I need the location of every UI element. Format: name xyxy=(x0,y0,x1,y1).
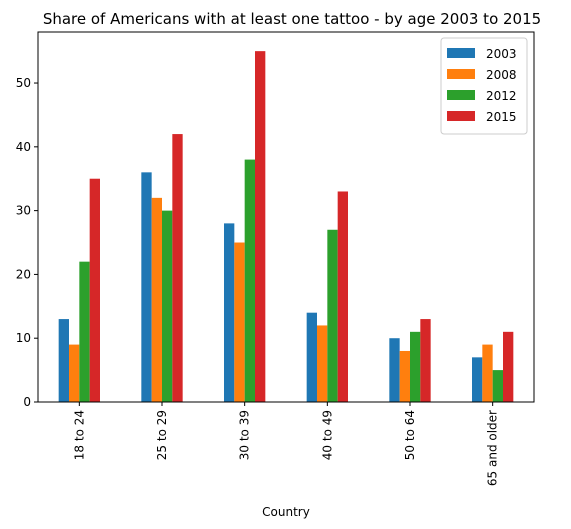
x-tick-label-4: 50 to 64 xyxy=(403,410,417,460)
y-tick-label-1: 10 xyxy=(16,331,31,345)
y-tick-label-2: 20 xyxy=(16,267,31,281)
bar-2003-2 xyxy=(224,223,235,402)
x-axis: 18 to 24 25 to 29 30 to 39 40 to 49 50 to 64… xyxy=(72,402,500,486)
legend-swatch-2003 xyxy=(447,48,475,58)
bars-group xyxy=(58,51,514,402)
legend-label-2015: 2015 xyxy=(486,110,517,124)
bar-2012-0 xyxy=(79,261,90,402)
legend: 2003 2008 2012 2015 xyxy=(440,37,528,135)
legend-swatch-2008 xyxy=(447,69,475,79)
bar-2012-3 xyxy=(327,229,338,402)
x-axis-label: Country xyxy=(262,505,310,519)
bar-2015-3 xyxy=(337,191,348,402)
bar-2008-5 xyxy=(482,344,493,402)
bar-2015-4 xyxy=(420,319,431,402)
x-tick-label-1: 25 to 29 xyxy=(155,410,169,460)
bar-2015-5 xyxy=(503,331,514,402)
bar-2015-0 xyxy=(89,178,100,402)
bar-2003-0 xyxy=(58,319,69,402)
bar-2008-3 xyxy=(317,325,328,402)
bar-2008-0 xyxy=(69,344,80,402)
chart-title: Share of Americans with at least one tat… xyxy=(43,10,541,28)
x-tick-label-0: 18 to 24 xyxy=(72,410,86,460)
y-tick-label-5: 50 xyxy=(16,76,31,90)
legend-label-2012: 2012 xyxy=(486,89,517,103)
x-tick-label-5: 65 and older xyxy=(486,410,500,486)
bar-2003-1 xyxy=(141,172,152,402)
plot-frame xyxy=(37,31,535,403)
bar-2015-1 xyxy=(172,134,183,402)
bar-2008-1 xyxy=(151,197,162,402)
legend-label-2008: 2008 xyxy=(486,68,517,82)
y-tick-label-0: 0 xyxy=(23,395,31,409)
bar-2015-2 xyxy=(255,51,266,402)
bar-2003-3 xyxy=(306,312,317,402)
x-tick-label-3: 40 to 49 xyxy=(320,410,334,460)
legend-box xyxy=(440,37,528,135)
legend-swatch-2012 xyxy=(447,90,475,100)
x-tick-label-2: 30 to 39 xyxy=(238,410,252,460)
bar-2012-4 xyxy=(410,331,421,402)
bar-2008-4 xyxy=(399,350,410,402)
legend-swatch-2015 xyxy=(447,111,475,121)
y-tick-label-4: 40 xyxy=(16,140,31,154)
bar-2008-2 xyxy=(234,242,245,402)
y-tick-label-3: 30 xyxy=(16,204,31,218)
bar-2012-5 xyxy=(492,370,503,402)
bar-2012-1 xyxy=(162,210,173,402)
y-axis: 0 10 20 30 40 50 xyxy=(16,76,38,409)
legend-label-2003: 2003 xyxy=(486,47,517,61)
bar-2003-4 xyxy=(389,338,400,402)
bar-2012-2 xyxy=(244,159,255,402)
bar-2003-5 xyxy=(472,357,483,402)
